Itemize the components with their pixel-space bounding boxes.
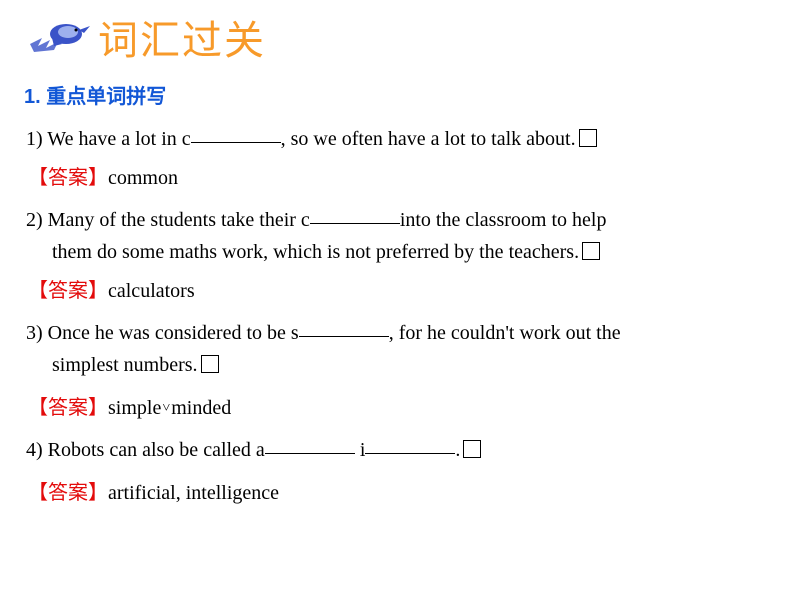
section-heading: 1. 重点单词拼写 bbox=[24, 80, 776, 109]
q2-pre: 2) Many of the students take their c bbox=[26, 209, 310, 231]
answer-label: 【答案】 bbox=[28, 167, 108, 189]
q4-pre: 4) Robots can also be called a bbox=[26, 439, 265, 461]
q1-pre: 1) We have a lot in c bbox=[26, 128, 191, 150]
checkbox-icon bbox=[579, 129, 597, 147]
answer-label: 【答案】 bbox=[28, 397, 108, 419]
q2-post: into the classroom to help bbox=[400, 209, 607, 231]
checkbox-icon bbox=[463, 440, 481, 458]
page-title: 词汇过关 bbox=[98, 8, 266, 66]
question-2: 2) Many of the students take their c into… bbox=[24, 204, 776, 268]
answer-label: 【答案】 bbox=[28, 482, 108, 504]
blank bbox=[310, 204, 400, 224]
answer-4: 【答案】artificial, intelligence bbox=[24, 476, 776, 505]
answer-label: 【答案】 bbox=[28, 280, 108, 302]
question-3: 3) Once he was considered to be s , for h… bbox=[24, 317, 776, 381]
answer-1: 【答案】common bbox=[24, 161, 776, 190]
q4-mid: i bbox=[355, 439, 366, 461]
bird-icon bbox=[24, 14, 94, 60]
answer-3-p2: minded bbox=[171, 397, 231, 419]
answer-1-value: common bbox=[108, 167, 178, 189]
q4-post: . bbox=[455, 439, 460, 461]
blank bbox=[365, 434, 455, 454]
blank bbox=[191, 123, 281, 143]
answer-3-p1: simple bbox=[108, 397, 161, 419]
q1-post: , so we often have a lot to talk about. bbox=[281, 128, 576, 150]
answer-2-value: calculators bbox=[108, 280, 195, 302]
question-4: 4) Robots can also be called a i. bbox=[24, 434, 776, 466]
answer-4-value: artificial, intelligence bbox=[108, 482, 279, 504]
answer-2: 【答案】calculators bbox=[24, 274, 776, 303]
q3-post: , for he couldn't work out the bbox=[389, 322, 621, 344]
blank bbox=[265, 434, 355, 454]
q3-line2: simplest numbers. bbox=[26, 349, 776, 381]
separator-icon: ˅ bbox=[162, 401, 170, 417]
title-row: 词汇过关 bbox=[24, 8, 776, 66]
checkbox-icon bbox=[582, 242, 600, 260]
question-1: 1) We have a lot in c , so we often have … bbox=[24, 123, 776, 155]
q2-line2: them do some maths work, which is not pr… bbox=[26, 236, 776, 268]
checkbox-icon bbox=[201, 355, 219, 373]
answer-3: 【答案】simple˅minded bbox=[24, 391, 776, 420]
q3-pre: 3) Once he was considered to be s bbox=[26, 322, 299, 344]
blank bbox=[299, 317, 389, 337]
